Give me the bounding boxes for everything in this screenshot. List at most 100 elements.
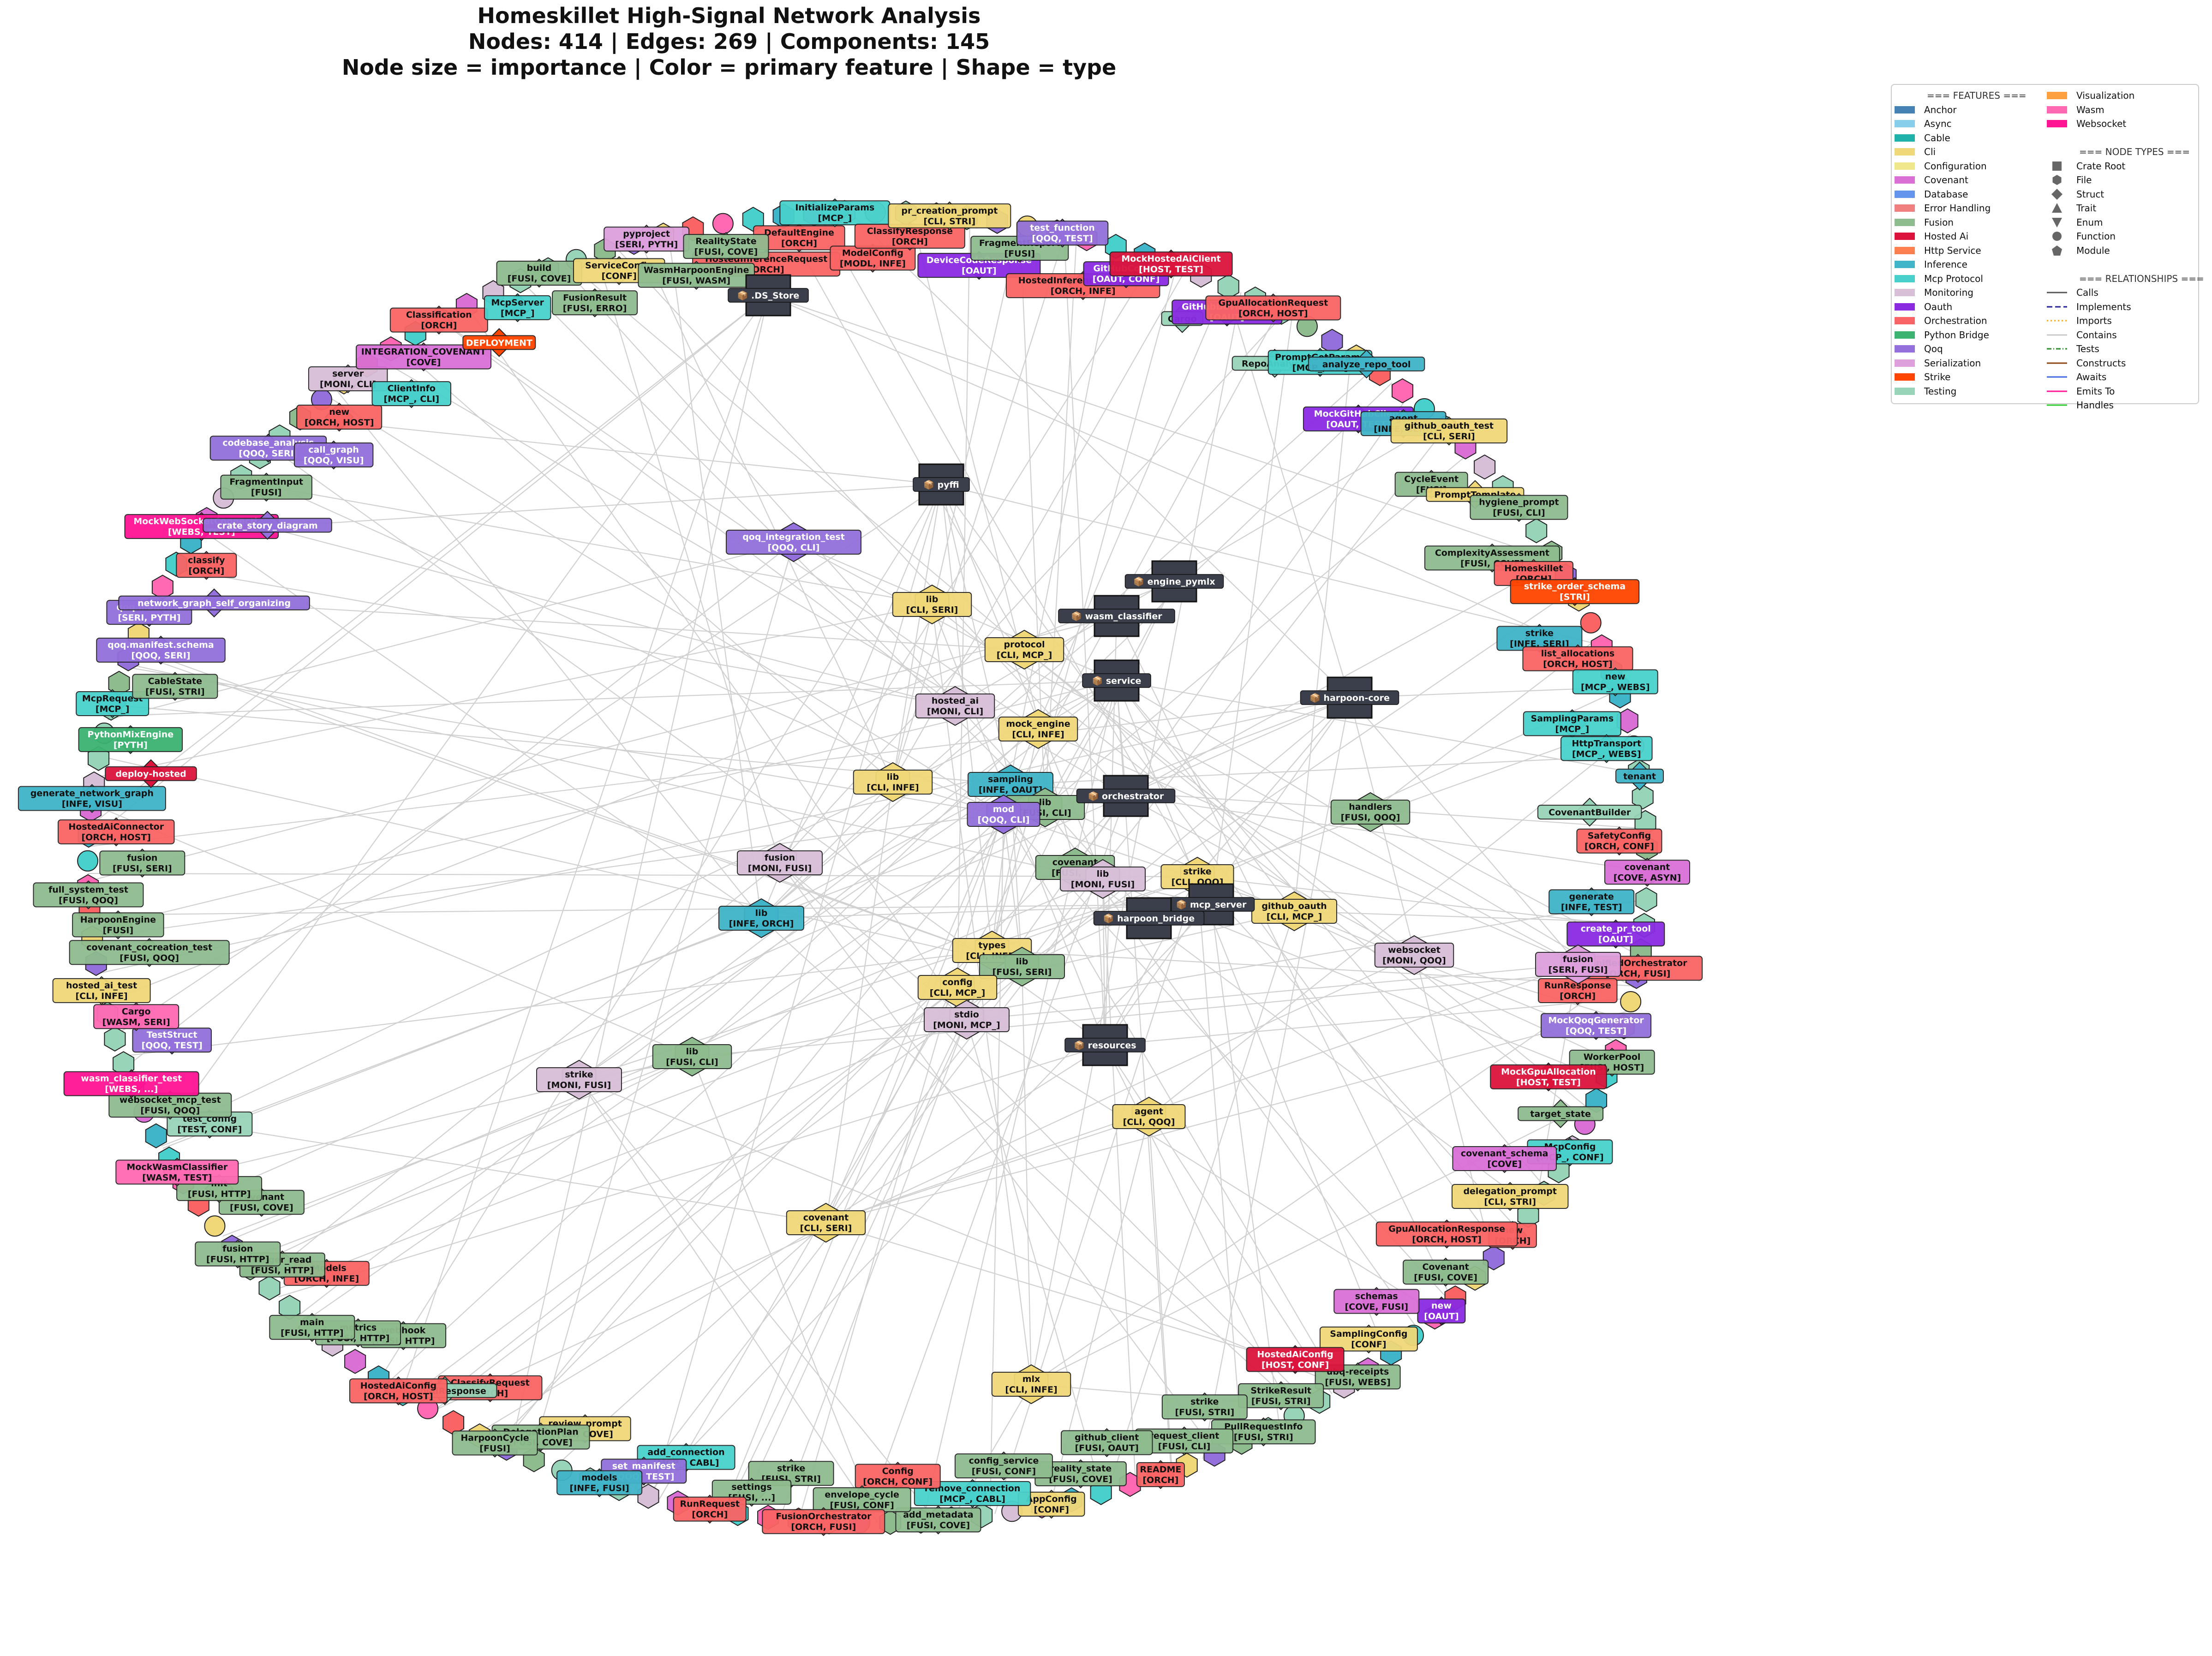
legend-swatch <box>2047 106 2067 114</box>
node-name: new <box>1605 672 1626 682</box>
node-samplingparams: SamplingParams[MCP_] <box>1523 709 1621 738</box>
crate-orchestrator: 📦 orchestrator <box>1076 775 1176 817</box>
node-label-box <box>1016 221 1109 246</box>
legend-item-wasm: Wasm <box>2047 103 2204 117</box>
node-tags: [CONF] <box>1034 1505 1069 1515</box>
node-label-box <box>1537 805 1642 820</box>
node-name: FusionResult <box>563 293 627 303</box>
node-ledger-read: ledger_read[FUSI, HTTP] <box>239 1250 325 1280</box>
node-label-box <box>1390 418 1508 444</box>
legend-label: Error Handling <box>1924 203 1991 214</box>
node-teststruct: TestStruct[QOQ, TEST] <box>132 1025 212 1055</box>
node-name: FragmentInput <box>229 477 303 487</box>
legend-label: Emits To <box>2076 385 2115 397</box>
legend-item-python-bridge: Python Bridge <box>1895 328 2027 342</box>
node-tags: [ORCH] <box>1142 1475 1178 1485</box>
legend-rel-imports: Imports <box>2047 314 2204 328</box>
edge <box>245 472 1004 815</box>
legend-label: Serialization <box>1924 357 1981 369</box>
node-label-box <box>673 1496 747 1522</box>
edge <box>88 295 769 842</box>
node-new: new[ORCH, HOST] <box>296 402 383 432</box>
edge <box>1202 697 1351 1459</box>
node-deployment: DEPLOYMENT <box>462 328 536 357</box>
node-label-box <box>33 882 144 908</box>
node-wasm-classifier-test: wasm_classifier_test[WEBS, ...] <box>63 1069 199 1099</box>
line-style-icon <box>2047 305 2067 309</box>
edge <box>1116 680 1634 988</box>
legend-label: Calls <box>2076 287 2098 299</box>
node-tags: [ORCH, FUSI] <box>1605 969 1670 979</box>
ring-nodes: HostedInferenceRequest[ORCH]DefaultEngin… <box>18 198 1703 1536</box>
edge <box>1063 233 1106 1046</box>
node-label-box <box>484 295 551 320</box>
edge <box>779 862 1217 1454</box>
node-runrequest: RunRequest[ORCH] <box>673 1495 747 1524</box>
legend-item-anchor: Anchor <box>1895 103 2027 117</box>
node-label-box <box>1060 867 1146 891</box>
edge <box>579 898 1647 1081</box>
node-label-box <box>1560 736 1653 761</box>
node-strike: strike[MONI, FUSI] <box>536 1059 622 1100</box>
node-list-allocations: list_allocations[ORCH, HOST] <box>1522 644 1633 674</box>
node-name: lib <box>1039 797 1052 807</box>
node-pythonmixengine: PythonMixEngine[PYTH] <box>78 725 183 754</box>
node-tags: [STRI] <box>1560 592 1590 602</box>
node-strike: strike[FUSI, STRI] <box>1161 1392 1248 1422</box>
title-line-1: Homeskillet High-Signal Network Analysis <box>477 3 981 28</box>
node-name: lib <box>1016 957 1028 967</box>
edge <box>262 862 780 1281</box>
node-name: MockWasmClassifier <box>126 1162 227 1172</box>
edge <box>125 542 794 1069</box>
legend-column-types: Visualization Wasm Websocket === NODE TYPES… <box>2047 89 2204 413</box>
node-tags: [FUSI] <box>1004 249 1035 259</box>
edge <box>1105 1045 1333 1394</box>
edge <box>162 917 762 1149</box>
node-tags: [OAUT] <box>962 266 997 276</box>
node-tags: [FUSI, SERI] <box>113 863 172 873</box>
node-strike: strike[FUSI, STRI] <box>748 1459 834 1488</box>
node-build: build[FUSI, COVE] <box>496 258 582 288</box>
node-name: request_client <box>1149 1431 1220 1441</box>
edge <box>278 1044 1106 1297</box>
node-label-box <box>917 975 998 1000</box>
node-harpoonengine: HarpoonEngine[FUSI] <box>72 910 164 939</box>
node-classify: classify[ORCH] <box>176 550 237 580</box>
node-tags: [OAUT] <box>1598 934 1633 945</box>
node-name: settings <box>731 1482 771 1492</box>
node-name: McpRequest <box>82 693 143 704</box>
edge <box>299 418 942 485</box>
edge <box>132 646 1022 968</box>
edge <box>243 986 958 1261</box>
node-name: create_pr_tool <box>1581 924 1651 934</box>
edge <box>579 729 1039 1080</box>
crate-label: 📦 resources <box>1074 1040 1136 1051</box>
node-tags: [OAUT] <box>1424 1311 1459 1321</box>
node-name: covenant <box>1625 862 1670 872</box>
legend-swatch <box>1895 275 1915 282</box>
node-name: crate_story_diagram <box>217 520 317 531</box>
node-name: pyproject <box>623 229 670 239</box>
legend-rel-emits-to: Emits To <box>2047 384 2204 399</box>
node-readme: README[ORCH] <box>1136 1460 1185 1489</box>
node-name: DefaultEngine <box>764 227 834 238</box>
node-name: MockHostedAiClient <box>1121 254 1220 264</box>
edge <box>91 803 693 1058</box>
node-new: new[OAUT] <box>1417 1296 1466 1326</box>
node-tags: [FUSI, COVE] <box>508 274 571 284</box>
legend-type-enum: Enum <box>2047 215 2204 230</box>
node-tags: [FUSI, STRI] <box>1234 1432 1293 1442</box>
node-name: qoq.manifest.schema <box>108 640 214 650</box>
node-name: RealityState <box>695 236 756 246</box>
legend-type-crate-root: Crate Root <box>2047 159 2204 173</box>
edge <box>108 541 794 721</box>
node-envelope-cycle: envelope_cycle[FUSI, CONF] <box>813 1485 911 1514</box>
circle-icon <box>2047 231 2067 242</box>
legend-item-covenant: Covenant <box>1895 173 2027 187</box>
node-label-box <box>1246 1347 1345 1372</box>
node-name: call_graph <box>308 445 359 455</box>
node-tags: [ORCH] <box>421 321 457 331</box>
node-name: strike <box>1190 1397 1219 1407</box>
node-name: envelope_cycle <box>825 1489 899 1500</box>
node-label-box <box>853 770 933 795</box>
